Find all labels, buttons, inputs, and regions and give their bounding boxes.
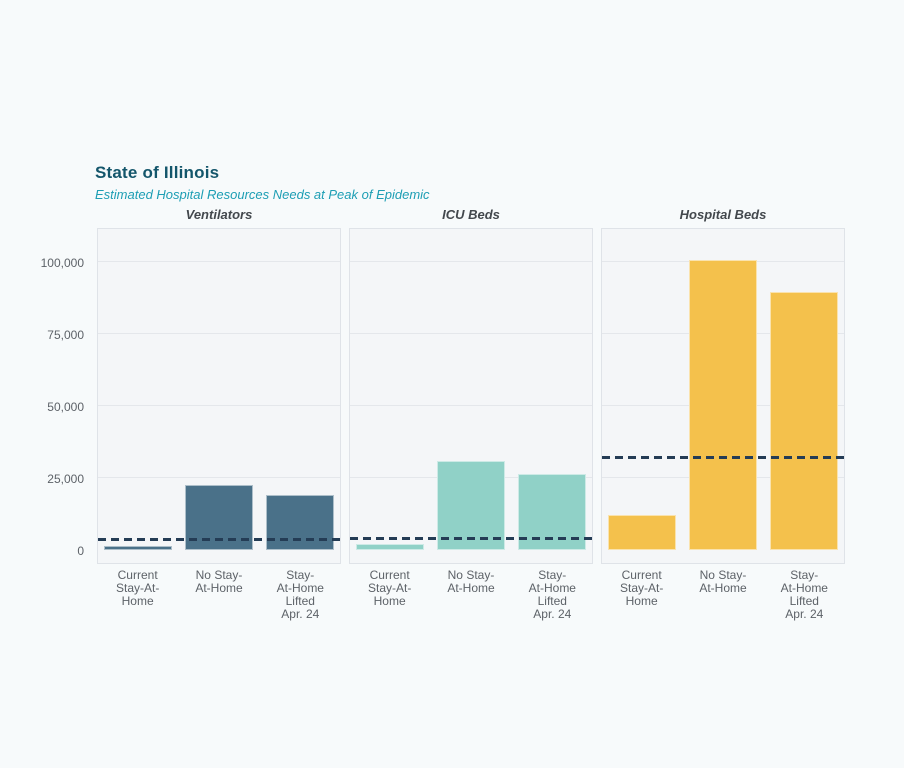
bars-group [602,229,844,563]
chart-title: State of Illinois [95,163,220,182]
gridline [98,332,340,334]
bar-stay--at-home-lifted-apr.-24[interactable] [265,495,334,550]
y-tick-label: 50,000 [47,399,84,414]
x-category-label: No Stay- At-Home [447,568,495,595]
x-category-label: Current Stay-At- Home [619,568,664,608]
x-category-label: No Stay- At-Home [699,568,747,595]
bar-current-stay-at--home[interactable] [356,544,425,550]
panel-title-icu-beds: ICU Beds [442,207,500,222]
bar-current-stay-at--home[interactable] [104,546,173,550]
x-axis-labels-row: Current Stay-At- Home No Stay- At-Home Sta… [97,569,845,621]
x-labels-group: Current Stay-At- Home No Stay- At-Home Sta… [97,569,341,621]
capacity-dashed-line [602,456,844,460]
panels-row [97,228,845,564]
x-labels-group: Current Stay-At- Home No Stay- At-Home Sta… [601,569,845,621]
panel-hospital-beds [601,228,845,564]
x-category-label: No Stay- At-Home [195,568,243,595]
x-category-label: Stay- At-Home Lifted Apr. 24 [528,568,576,621]
x-category-label: Current Stay-At- Home [115,568,160,608]
gridline [350,260,592,262]
gridline [98,476,340,478]
bars-group [350,229,592,563]
gridline [350,404,592,406]
capacity-dashed-line [98,537,340,541]
y-tick-label: 75,000 [47,327,84,342]
x-category-label: Stay- At-Home Lifted Apr. 24 [276,568,324,621]
x-category-label: Current Stay-At- Home [367,568,412,608]
panel-ventilators [97,228,341,564]
x-category-label: Stay- At-Home Lifted Apr. 24 [780,568,828,621]
y-tick-label: 25,000 [47,471,84,486]
bars-group [98,229,340,563]
chart-subtitle: Estimated Hospital Resources Needs at Pe… [95,187,430,202]
panel-titles-row: Ventilators ICU Beds Hospital Beds [97,207,845,222]
capacity-dashed-line [350,536,592,540]
panel-title-hospital-beds: Hospital Beds [679,207,767,222]
bar-no-stay--at-home[interactable] [436,461,505,550]
panel-icu-beds [349,228,593,564]
x-labels-group: Current Stay-At- Home No Stay- At-Home Sta… [349,569,593,621]
bar-stay--at-home-lifted-apr.-24[interactable] [769,292,838,550]
y-tick-label: 0 [77,544,84,558]
gridline [350,332,592,334]
panel-title-ventilators: Ventilators [185,207,253,222]
chart-header: State of Illinois Estimated Hospital Res… [95,163,430,202]
bar-no-stay--at-home[interactable] [688,260,757,550]
gridline [98,404,340,406]
bar-current-stay-at--home[interactable] [608,515,677,550]
y-axis: 0 25,000 50,000 75,000 100,000 [0,228,86,564]
y-tick-label: 100,000 [40,255,84,270]
gridline [98,260,340,262]
